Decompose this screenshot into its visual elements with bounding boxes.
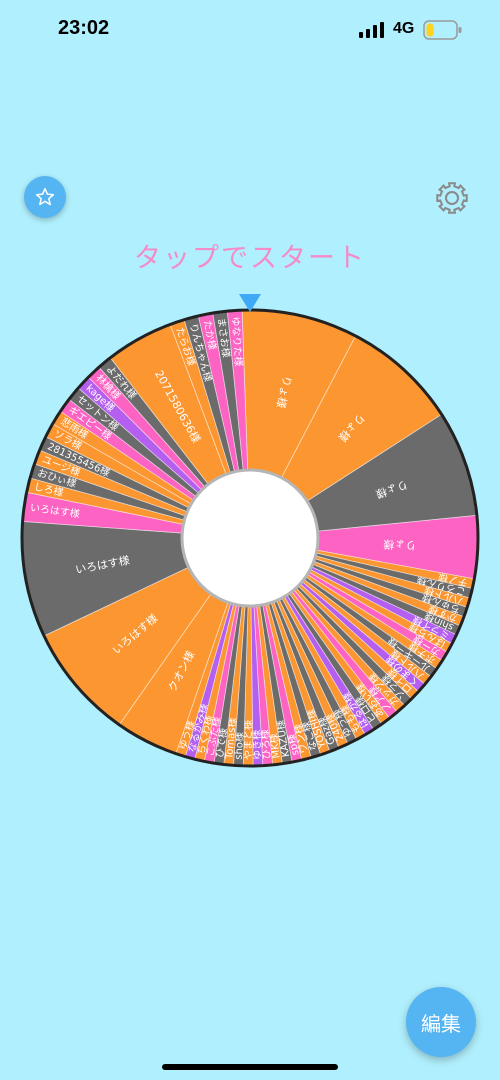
settings-button[interactable] <box>432 178 472 218</box>
network-type: 4G <box>393 20 415 37</box>
edit-button[interactable]: 編集 <box>406 987 476 1057</box>
wheel-segment-label: りょ様 <box>383 537 417 552</box>
home-indicator <box>162 1064 338 1070</box>
battery-level <box>426 23 434 37</box>
roulette-wheel[interactable]: りょ様りょ様りょ様りょ様チノ様ころりん様ハルト様ちゅん様かず様shin様ミライ様… <box>0 290 500 780</box>
battery-icon <box>423 20 462 40</box>
wheel-segment-label: ゆなりた様 <box>229 316 245 367</box>
roulette-wheel-container[interactable]: りょ様 りょ様 りょ様 りょ様 チノ様 ころりん様 ハルト様 ちゅん様 かず様 shin様 ミライ様… <box>0 290 500 780</box>
status-bar: 23:02 4G <box>0 0 500 60</box>
favorites-button[interactable] <box>24 176 66 218</box>
wheel-pointer-icon <box>239 294 261 312</box>
signal-strength-icon <box>359 22 384 38</box>
wheel-center-hub <box>180 468 320 608</box>
gear-icon <box>436 182 468 214</box>
status-time: 23:02 <box>58 17 110 39</box>
start-prompt[interactable]: タップでスタート <box>134 243 366 274</box>
star-icon <box>35 187 55 206</box>
